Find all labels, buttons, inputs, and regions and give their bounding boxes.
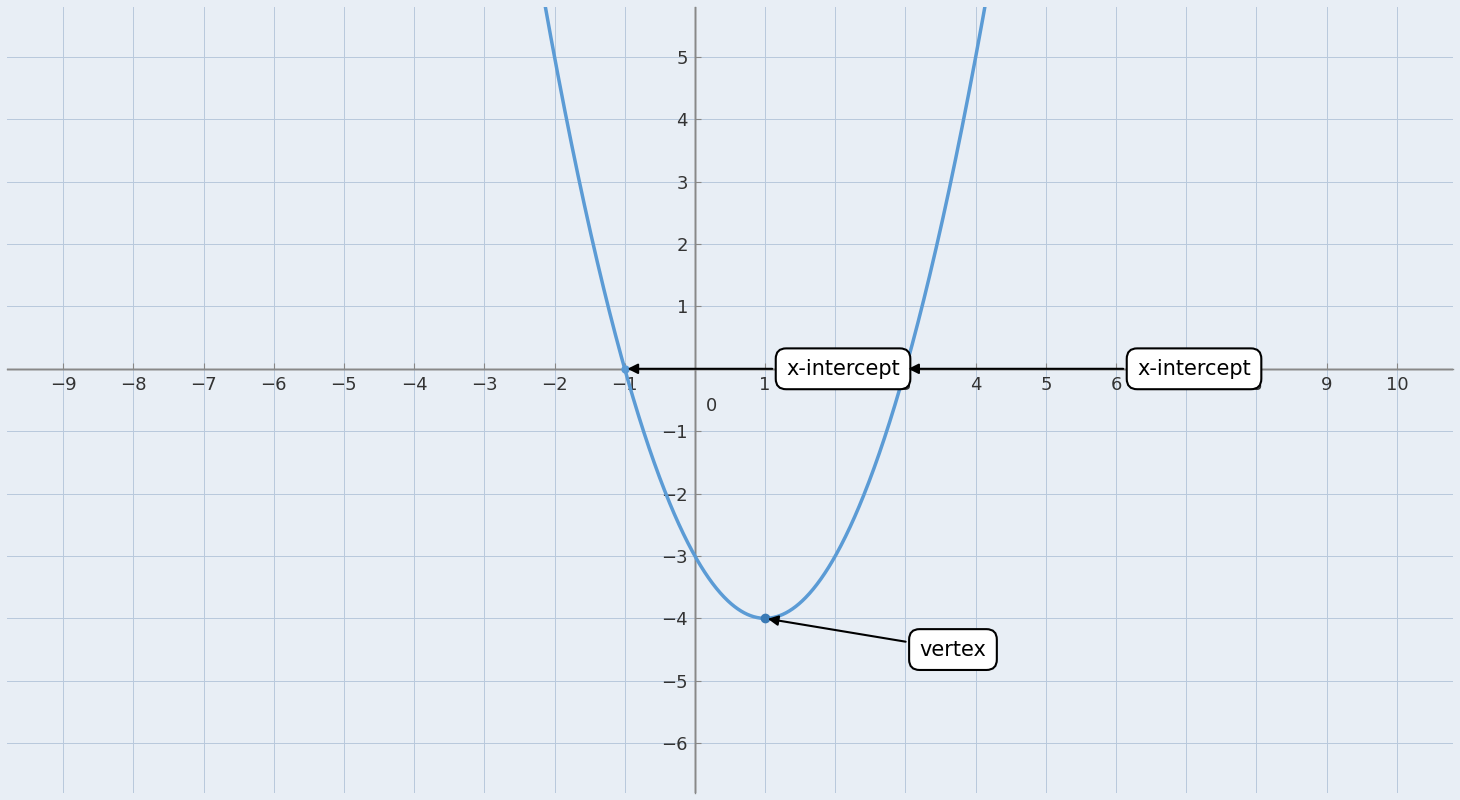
Text: x-intercept: x-intercept bbox=[629, 359, 899, 379]
Text: vertex: vertex bbox=[769, 617, 987, 659]
Text: x-intercept: x-intercept bbox=[911, 359, 1251, 379]
Text: 0: 0 bbox=[705, 397, 717, 415]
